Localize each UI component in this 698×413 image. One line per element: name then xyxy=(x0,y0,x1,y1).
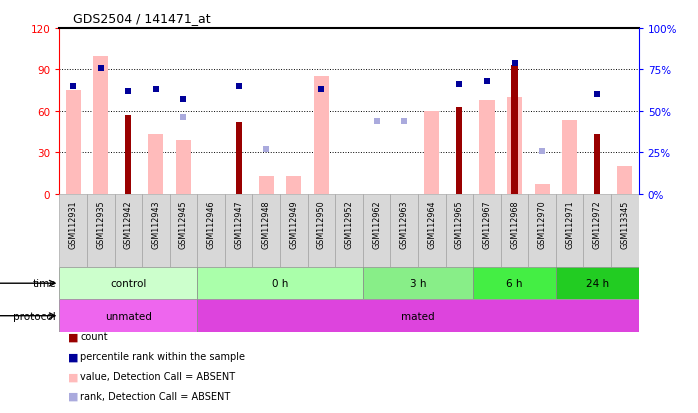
Bar xyxy=(507,98,522,194)
Bar xyxy=(236,123,242,194)
Bar xyxy=(125,116,131,194)
Text: GSM112972: GSM112972 xyxy=(593,200,602,249)
Text: GSM112945: GSM112945 xyxy=(179,200,188,249)
Bar xyxy=(556,268,639,299)
Text: ■: ■ xyxy=(68,371,79,381)
Text: protocol: protocol xyxy=(13,311,56,321)
Bar xyxy=(308,194,335,268)
Bar xyxy=(456,107,462,194)
Bar xyxy=(286,176,302,194)
Bar xyxy=(480,100,494,194)
Bar xyxy=(445,194,473,268)
Text: GSM112964: GSM112964 xyxy=(427,200,436,248)
Text: GSM112970: GSM112970 xyxy=(537,200,547,249)
Bar xyxy=(473,194,500,268)
Bar xyxy=(535,185,550,194)
Bar xyxy=(562,121,577,194)
Text: GSM112962: GSM112962 xyxy=(372,200,381,249)
Text: GSM112965: GSM112965 xyxy=(455,200,464,249)
Text: percentile rank within the sample: percentile rank within the sample xyxy=(80,351,245,361)
Text: 3 h: 3 h xyxy=(410,278,426,289)
Bar xyxy=(594,135,600,194)
Bar xyxy=(225,194,253,268)
Text: GSM112948: GSM112948 xyxy=(262,200,271,248)
Bar xyxy=(198,299,639,332)
Bar xyxy=(584,194,611,268)
Text: control: control xyxy=(110,278,147,289)
Text: GSM112931: GSM112931 xyxy=(68,200,77,248)
Bar xyxy=(418,194,445,268)
Bar xyxy=(280,194,308,268)
Bar xyxy=(500,194,528,268)
Bar xyxy=(314,77,329,194)
Text: GSM112949: GSM112949 xyxy=(290,200,298,249)
Bar xyxy=(66,91,81,194)
Text: rank, Detection Call = ABSENT: rank, Detection Call = ABSENT xyxy=(80,391,230,401)
Bar xyxy=(512,66,517,194)
Bar xyxy=(253,194,280,268)
Bar xyxy=(390,194,418,268)
Text: GDS2504 / 141471_at: GDS2504 / 141471_at xyxy=(73,12,211,25)
Text: ■: ■ xyxy=(68,351,79,361)
Text: ■: ■ xyxy=(68,332,79,342)
Text: GSM112968: GSM112968 xyxy=(510,200,519,248)
Text: GSM112943: GSM112943 xyxy=(151,200,161,248)
Bar xyxy=(259,176,274,194)
Text: GSM112963: GSM112963 xyxy=(400,200,408,248)
Bar xyxy=(528,194,556,268)
Text: GSM112946: GSM112946 xyxy=(207,200,216,248)
Bar xyxy=(473,268,556,299)
Bar xyxy=(59,268,198,299)
Text: GSM113345: GSM113345 xyxy=(621,200,630,248)
Bar xyxy=(198,194,225,268)
Text: GSM112952: GSM112952 xyxy=(345,200,353,249)
Bar xyxy=(114,194,142,268)
Bar xyxy=(617,166,632,194)
Bar xyxy=(611,194,639,268)
Text: ■: ■ xyxy=(68,391,79,401)
Bar xyxy=(170,194,198,268)
Text: GSM112967: GSM112967 xyxy=(482,200,491,249)
Text: GSM112971: GSM112971 xyxy=(565,200,574,249)
Text: unmated: unmated xyxy=(105,311,151,321)
Bar xyxy=(363,268,473,299)
Bar xyxy=(424,112,439,194)
Bar xyxy=(335,194,363,268)
Bar xyxy=(93,57,108,194)
Text: GSM112947: GSM112947 xyxy=(234,200,243,249)
Bar xyxy=(87,194,114,268)
Text: mated: mated xyxy=(401,311,435,321)
Text: GSM112942: GSM112942 xyxy=(124,200,133,249)
Bar xyxy=(363,194,390,268)
Text: GSM112950: GSM112950 xyxy=(317,200,326,249)
Bar xyxy=(148,135,163,194)
Text: count: count xyxy=(80,332,108,342)
Text: 0 h: 0 h xyxy=(272,278,288,289)
Text: 24 h: 24 h xyxy=(586,278,609,289)
Bar xyxy=(198,268,363,299)
Bar xyxy=(176,140,191,194)
Text: value, Detection Call = ABSENT: value, Detection Call = ABSENT xyxy=(80,371,235,381)
Bar xyxy=(59,299,198,332)
Bar xyxy=(556,194,584,268)
Text: 6 h: 6 h xyxy=(506,278,523,289)
Text: GSM112935: GSM112935 xyxy=(96,200,105,249)
Bar xyxy=(59,194,87,268)
Bar xyxy=(142,194,170,268)
Text: time: time xyxy=(32,278,56,289)
